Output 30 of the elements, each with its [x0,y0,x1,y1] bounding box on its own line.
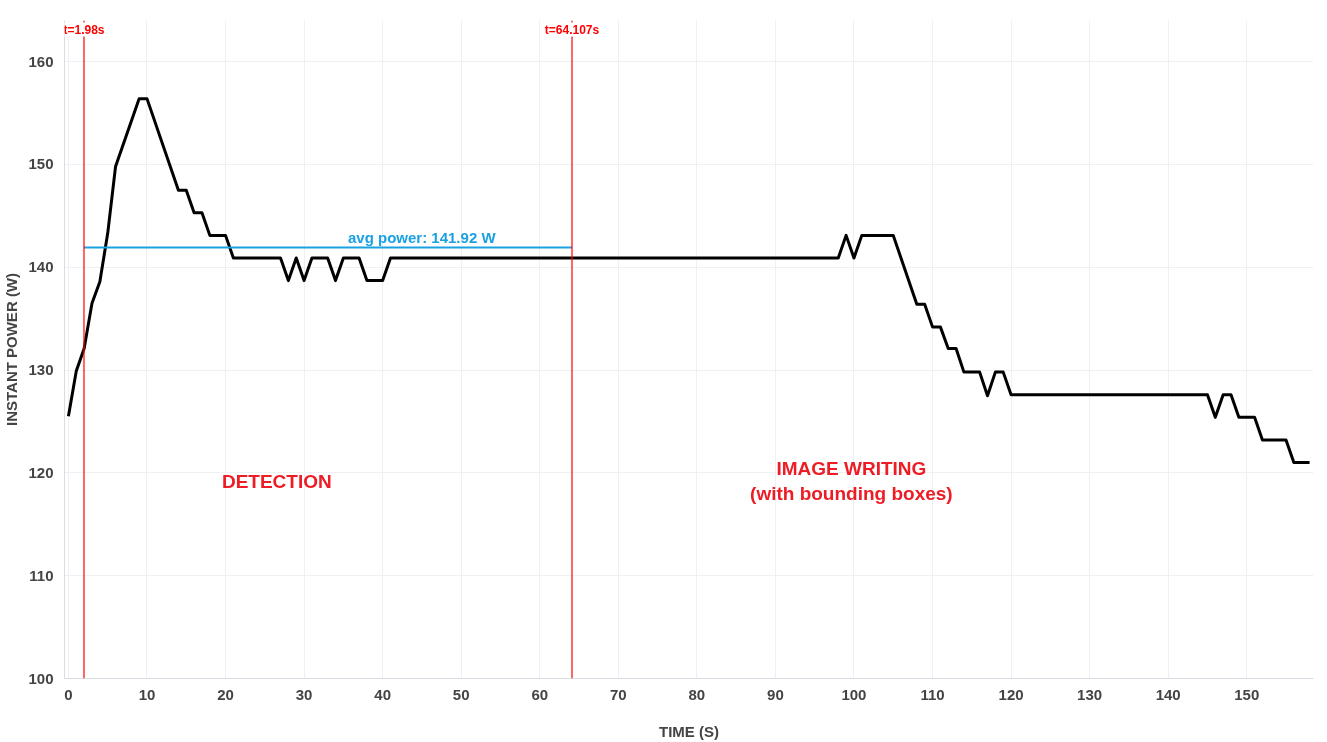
x-tick-label: 60 [531,685,549,703]
x-tick-label: 10 [138,685,156,703]
y-tick-label: 130 [28,361,54,379]
x-tick-label: 130 [1077,685,1103,703]
ref-line-label: t=64.107s [544,22,600,37]
y-tick-label: 160 [28,52,54,70]
x-tick-label: 100 [841,685,867,703]
x-tick-label: 80 [688,685,706,703]
annotation: DETECTION [221,470,332,492]
x-axis-title: TIME (S) [659,722,719,740]
y-tick-label: 100 [28,669,54,687]
x-tick-label: 110 [920,685,945,703]
x-tick-label: 30 [295,685,313,703]
series-label: avg power: 141.92 W [348,228,497,246]
ref-line-label: t=1.98s [63,22,105,37]
x-tick-label: 120 [998,685,1024,703]
x-tick-label: 40 [374,685,391,703]
y-tick-label: 140 [28,258,54,276]
x-tick-label: 90 [767,685,784,703]
y-tick-label: 150 [28,155,54,173]
x-tick-label: 50 [452,685,470,703]
x-tick-label: 20 [217,685,234,703]
x-tick-label: 140 [1155,685,1181,703]
y-tick-label: 110 [29,566,54,584]
x-tick-label: 0 [64,685,73,703]
x-tick-label: 150 [1234,685,1260,703]
annotation: IMAGE WRITING (with bounding boxes) [750,458,953,505]
y-axis-title: INSTANT POWER (W) [3,272,21,427]
y-tick-label: 120 [28,463,54,481]
x-tick-label: 70 [609,685,627,703]
